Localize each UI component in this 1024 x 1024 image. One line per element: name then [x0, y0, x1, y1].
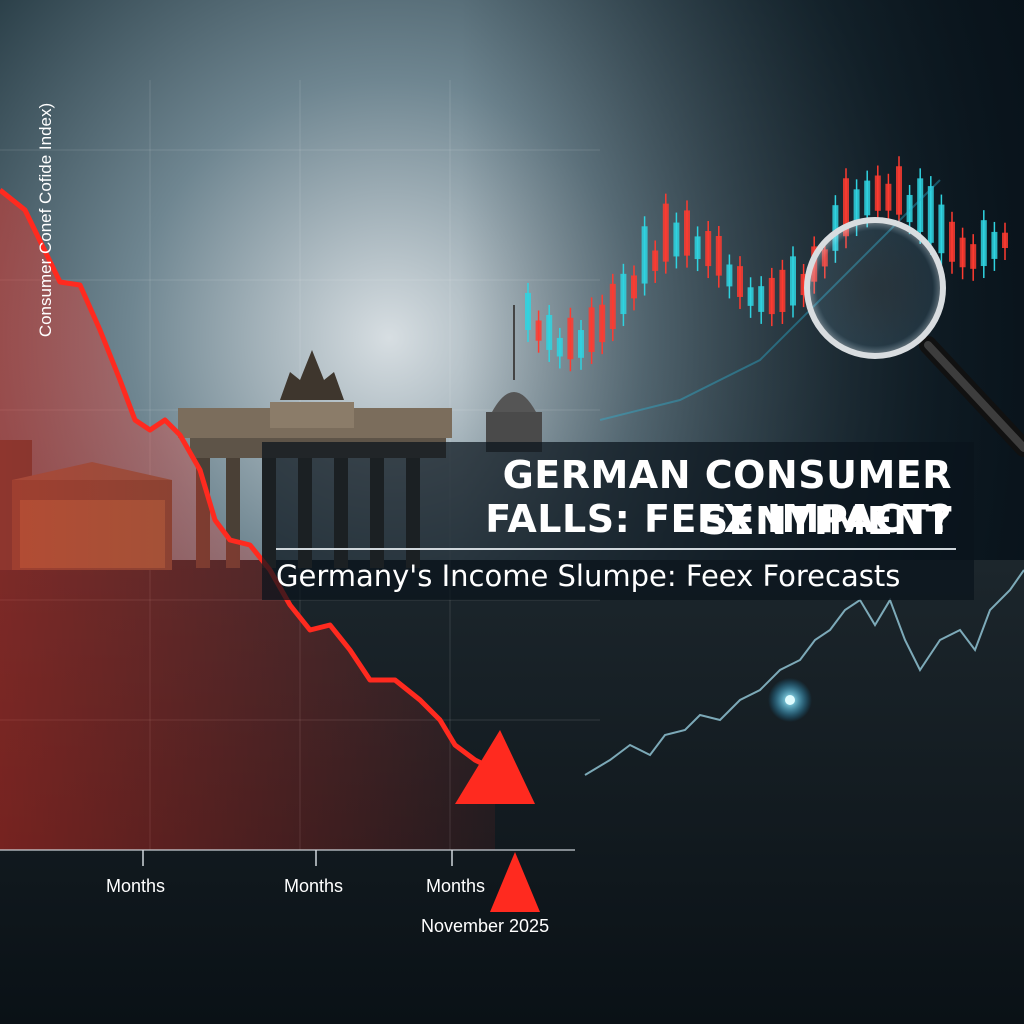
candle-body — [906, 194, 913, 223]
date-marker-triangle-icon — [490, 852, 540, 912]
candle-body — [991, 231, 998, 259]
candle-body — [567, 317, 574, 360]
candle-body — [758, 286, 765, 312]
candle-body — [864, 180, 871, 216]
candle-body — [535, 320, 542, 341]
candle-body — [959, 237, 966, 268]
candle-body — [705, 231, 712, 267]
candle-body — [885, 183, 892, 211]
candle-body — [578, 330, 584, 358]
x-tick-label: Months — [284, 876, 344, 896]
red-trend-area — [0, 188, 535, 850]
candle-body — [790, 256, 796, 306]
candle-body — [662, 203, 669, 262]
candle-body — [938, 204, 945, 254]
headline-line-2: FALLS: FEEX IMPACT? — [485, 497, 952, 541]
date-marker-label: November 2025 — [421, 916, 550, 936]
y-axis-label-text: Consumer Conef Cofide Index) — [36, 102, 55, 338]
headline-divider — [276, 548, 956, 550]
subheadline: Germany's Income Slumpe: Feex Forecasts — [276, 559, 901, 593]
candle-body — [917, 178, 924, 232]
candle-body — [546, 314, 553, 350]
candle-body — [652, 250, 659, 271]
magnifying-glass-icon — [804, 217, 1024, 457]
candle-body — [800, 273, 807, 296]
candle-body — [832, 205, 839, 251]
candle-body — [737, 266, 743, 297]
candle-body — [556, 337, 563, 357]
headline-panel — [262, 442, 974, 600]
candle-body — [609, 283, 616, 330]
x-tick-label: Months — [426, 876, 486, 896]
candle-body — [779, 269, 786, 312]
candle-body — [853, 189, 860, 225]
candle-body — [525, 292, 531, 330]
candle-body — [949, 221, 955, 262]
candle-body — [641, 226, 648, 284]
candle-body — [599, 304, 606, 343]
candle-body — [694, 236, 701, 260]
candle-body — [970, 244, 977, 269]
candle-body — [843, 178, 849, 237]
candle-body — [684, 210, 690, 256]
down-arrow-icon — [455, 730, 535, 804]
candle-body — [896, 166, 902, 215]
candle-body — [768, 277, 775, 315]
blue-trend-line — [584, 569, 1024, 776]
headline-line-1: GERMAN CONSUMER SENTIMENT — [502, 453, 952, 543]
x-tick-label: Months — [106, 876, 166, 896]
candle-body — [631, 275, 637, 299]
candlestick-chart — [525, 156, 1008, 372]
candle-body — [874, 175, 881, 211]
candle-body — [715, 236, 722, 276]
candle-body — [726, 264, 733, 287]
candle-body — [673, 222, 680, 257]
candle-body — [927, 186, 934, 243]
candle-body — [620, 273, 627, 315]
candle-body — [747, 287, 754, 306]
candle-body — [1002, 232, 1008, 249]
candle-body — [588, 307, 595, 352]
candle-body — [980, 220, 987, 267]
